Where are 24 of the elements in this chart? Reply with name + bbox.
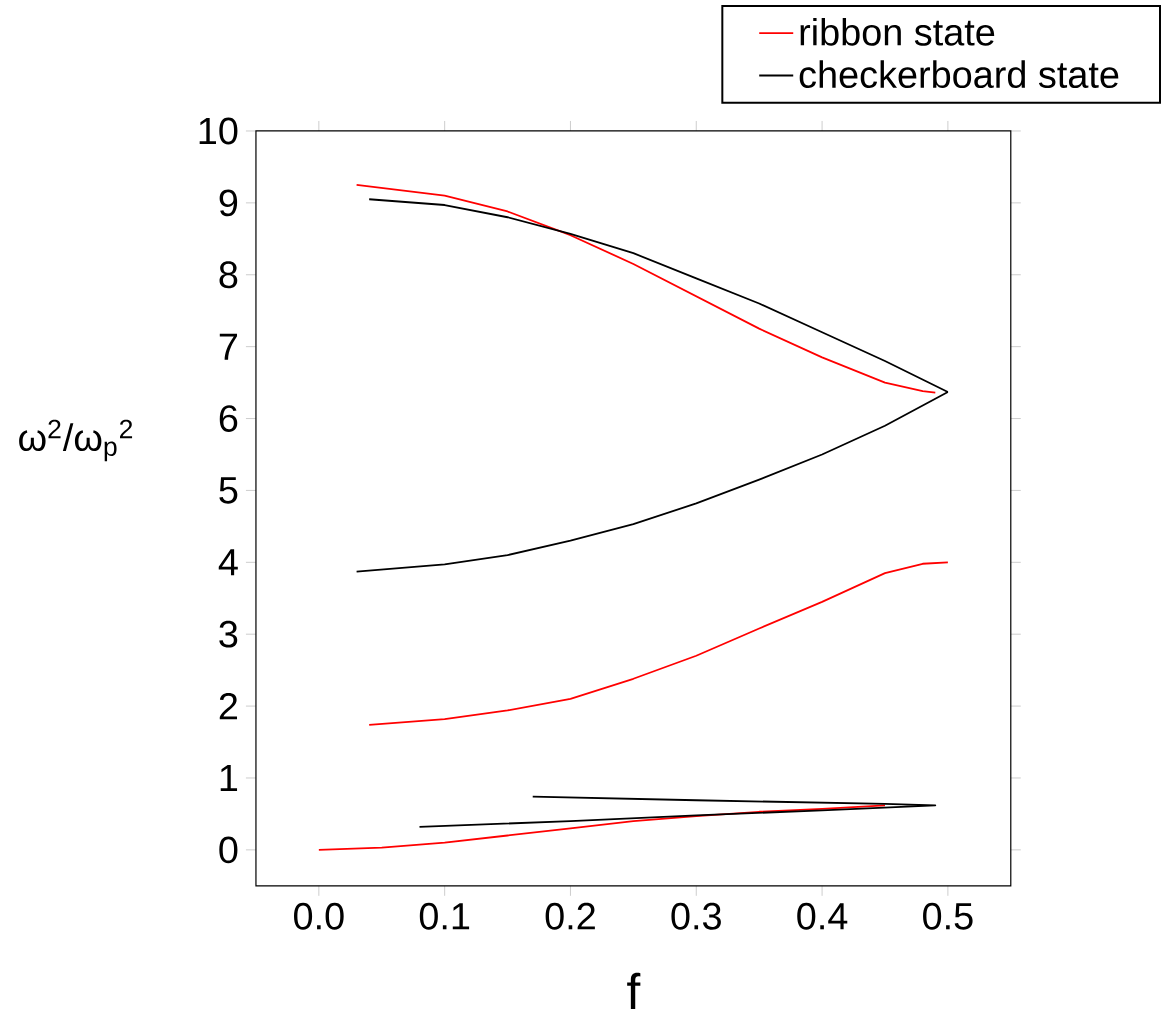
y-tick-label: 2	[219, 692, 238, 720]
y-tick-label: 10	[199, 117, 238, 145]
line-series	[317, 804, 886, 851]
y-tick-label: 8	[219, 261, 238, 289]
x-tick-label: 0.1	[419, 902, 470, 930]
y-tick-label: 0	[219, 836, 238, 864]
x-axis-title: f	[627, 972, 641, 1009]
y-tick-label: 3	[219, 620, 238, 648]
y-axis-title: ω$^{2}$/ω$_{p}$2	[19, 419, 133, 462]
x-tick-label: 0.3	[671, 902, 721, 930]
y-tick-label: 1	[220, 765, 238, 792]
y-tick-label: 4	[218, 549, 238, 576]
x-tick-label: 0.5	[923, 902, 973, 930]
y-tick-label: 6	[219, 405, 238, 433]
x-tick-label: 0.4	[797, 902, 848, 930]
y-tick-label: 9	[219, 189, 238, 217]
legend-label: ribbon state	[800, 18, 995, 46]
y-tick-label: 7	[219, 333, 238, 360]
x-tick-label: 0.2	[545, 902, 595, 930]
legend-label: checkerboard state	[799, 60, 1119, 89]
y-tick-label: 5	[219, 477, 238, 504]
line-series	[368, 561, 949, 726]
x-tick-label: 0.0	[294, 902, 344, 930]
line-series	[418, 795, 937, 828]
